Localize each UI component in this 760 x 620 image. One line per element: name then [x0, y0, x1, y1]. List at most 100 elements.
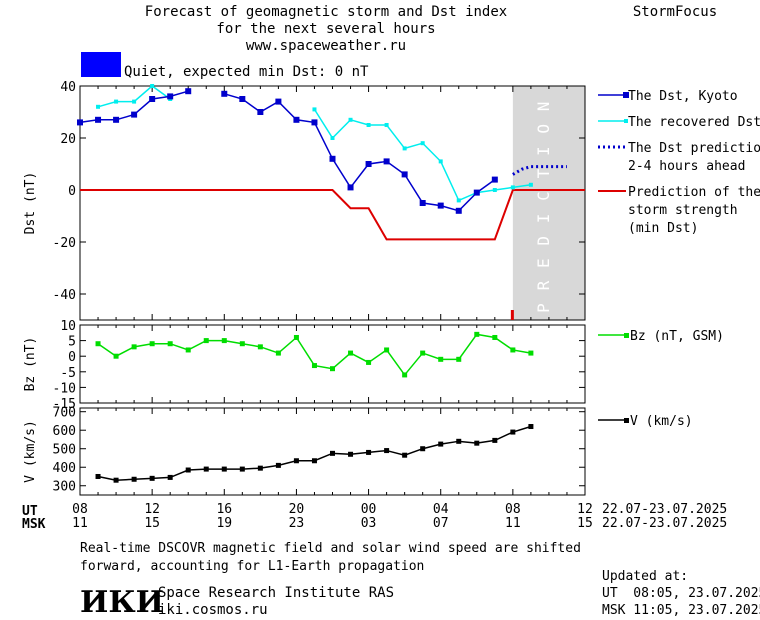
dst-kyoto-point	[113, 116, 120, 123]
speed-point	[384, 448, 390, 454]
dst-kyoto-point	[185, 88, 192, 95]
speed-line	[97, 425, 532, 481]
speed-point	[311, 458, 317, 464]
bz-point	[221, 338, 227, 344]
prediction-label-letter: O	[534, 124, 553, 134]
panel-frame	[79, 324, 586, 404]
speed-point	[185, 467, 191, 473]
bz-point	[293, 334, 299, 340]
legend-label-storm-strength: (min Dst)	[628, 221, 698, 236]
bz-line	[97, 333, 532, 377]
speed-point	[438, 441, 444, 447]
updated-ut: UT 08:05, 23.07.2025	[602, 586, 760, 601]
bz-point	[474, 331, 480, 337]
msk-tick-label: 23	[289, 516, 305, 531]
status-text: Quiet, expected min Dst: 0 nT	[124, 64, 369, 80]
legend-label-dst-prediction: The Dst prediction	[628, 141, 760, 156]
dst-kyoto-point	[347, 184, 354, 191]
recovered-dst-point	[96, 104, 101, 109]
ut-axis-label: UT	[22, 504, 38, 519]
y-axis-label: Bz (nT)	[23, 337, 38, 392]
y-tick-label: 5	[68, 335, 76, 350]
y-tick-label: 0	[68, 350, 76, 365]
bz-point	[384, 347, 390, 353]
msk-tick-label: 19	[216, 516, 232, 531]
speed-point	[402, 452, 408, 458]
bz-point	[203, 338, 209, 344]
legend-label-storm-strength: storm strength	[628, 203, 738, 218]
speed-point	[203, 466, 209, 472]
legend-label-storm-strength: Prediction of the	[628, 185, 760, 200]
speed-point	[149, 475, 155, 481]
dst-kyoto-point	[311, 119, 318, 126]
y-tick-label: 400	[53, 461, 76, 476]
storm-strength-marker	[510, 310, 514, 320]
bz-point	[366, 359, 372, 365]
prediction-band	[512, 86, 585, 320]
msk-tick-label: 11	[505, 516, 521, 531]
y-tick-label: 20	[60, 132, 76, 147]
msk-date-range: 22.07-23.07.2025	[602, 516, 727, 531]
recovered-dst-point	[528, 182, 533, 187]
recovered-dst-point	[114, 99, 119, 104]
speed-point	[510, 429, 516, 435]
recovered-dst-point	[492, 188, 497, 192]
speed-point	[366, 449, 372, 455]
bz-point	[185, 347, 191, 353]
dst-kyoto-point	[95, 116, 102, 123]
prediction-label-letter: N	[534, 102, 553, 112]
recovered-dst-point	[420, 141, 425, 146]
speed-point	[456, 438, 462, 444]
y-tick-label: 600	[53, 424, 76, 439]
y-tick-label: 40	[60, 80, 76, 95]
recovered-dst-point	[510, 185, 515, 190]
msk-tick-label: 11	[72, 516, 88, 531]
brand-label: StormFocus	[633, 4, 717, 20]
speed-point	[330, 450, 335, 456]
legend-marker-recovered-dst	[624, 119, 628, 123]
prediction-label-letter: T	[534, 168, 553, 178]
recovered-dst-point	[456, 198, 461, 203]
dst-kyoto-point	[293, 116, 300, 123]
footer-note-line-1: Real-time DSCOVR magnetic field and sola…	[80, 541, 581, 556]
msk-tick-label: 07	[433, 516, 449, 531]
legend-marker-speed	[624, 418, 629, 423]
legend-label-bz: Bz (nT, GSM)	[630, 329, 724, 344]
speed-point	[492, 437, 498, 443]
speed-point	[348, 451, 354, 457]
recovered-dst-point	[366, 123, 371, 127]
bz-point	[113, 353, 119, 359]
recovered-dst-point	[384, 123, 389, 127]
bz-point	[311, 363, 317, 369]
ut-tick-label: 12	[577, 502, 593, 517]
msk-tick-label: 03	[361, 516, 377, 531]
msk-tick-label: 15	[577, 516, 593, 531]
ut-date-range: 22.07-23.07.2025	[602, 502, 727, 517]
bz-point	[348, 350, 354, 356]
recovered-dst-line	[97, 85, 171, 108]
storm-strength-line	[80, 189, 585, 241]
dst-kyoto-point	[257, 109, 264, 115]
recovered-dst-point	[348, 117, 353, 122]
y-tick-label: -10	[53, 381, 76, 396]
speed-point	[221, 466, 227, 472]
dst-kyoto-point	[401, 171, 408, 178]
chart-title-line-2: for the next several hours	[216, 21, 435, 37]
speed-point	[239, 466, 245, 472]
speed-point	[293, 458, 299, 464]
bz-point	[492, 334, 498, 340]
dst-kyoto-line	[224, 93, 496, 212]
prediction-label-letter: P	[534, 303, 553, 313]
institute-site: iki.cosmos.ru	[158, 602, 268, 618]
speed-point	[528, 424, 534, 430]
y-tick-label: 300	[53, 480, 76, 495]
recovered-dst-point	[330, 136, 335, 140]
dst-prediction-line	[512, 165, 567, 176]
bz-point	[510, 347, 516, 353]
dst-kyoto-point	[149, 96, 156, 102]
legend-label-speed: V (km/s)	[630, 414, 693, 429]
bz-point	[275, 350, 281, 356]
recovered-dst-point	[150, 84, 155, 88]
